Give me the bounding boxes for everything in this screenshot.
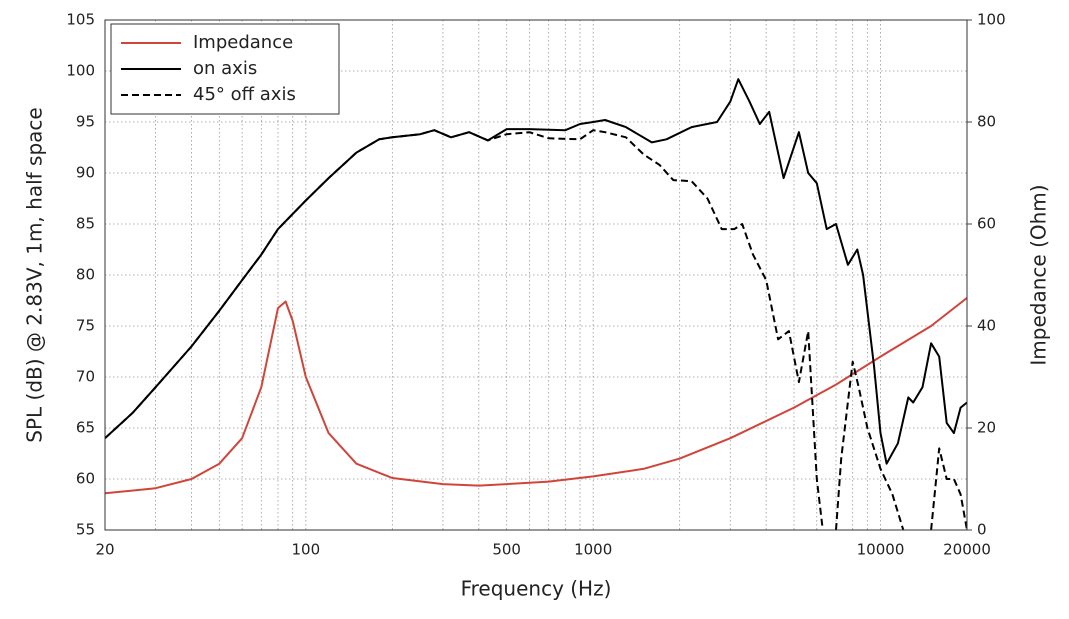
y2-axis-title: Impedance (Ohm) <box>1027 184 1051 365</box>
plot-frame <box>104 19 968 531</box>
y-tick-label: 60 <box>76 470 95 488</box>
x-tick-label: 10000 <box>857 541 905 559</box>
y-tick-label: 70 <box>76 368 95 386</box>
legend-label: 45° off axis <box>193 84 296 105</box>
x-tick-label: 1000 <box>574 541 612 559</box>
y-tick-label: 75 <box>76 317 95 335</box>
y2-tick-label: 40 <box>977 317 996 335</box>
y-tick-label: 85 <box>76 215 95 233</box>
y2-tick-label: 0 <box>977 521 987 539</box>
y2-tick-label: 80 <box>977 113 996 131</box>
y-tick-label: 65 <box>76 419 95 437</box>
legend-label: on axis <box>193 58 257 79</box>
y-tick-label: 55 <box>76 521 95 539</box>
x-tick-label: 20 <box>95 541 114 559</box>
x-axis-title: Frequency (Hz) <box>461 577 612 601</box>
series-line <box>105 129 967 530</box>
y-tick-label: 105 <box>66 11 95 29</box>
series-line <box>105 78 967 465</box>
y2-tick-label: 60 <box>977 215 996 233</box>
y-axis-title: SPL (dB) @ 2.83V, 1m, half space <box>23 107 47 442</box>
y-tick-label: 95 <box>76 113 95 131</box>
y-tick-label: 80 <box>76 266 95 284</box>
x-tick-label: 500 <box>492 541 521 559</box>
y2-tick-label: 20 <box>977 419 996 437</box>
legend-label: Impedance <box>193 32 293 53</box>
x-tick-label: 100 <box>292 541 321 559</box>
y-tick-label: 90 <box>76 164 95 182</box>
series-line <box>105 297 967 495</box>
x-tick-label: 20000 <box>943 541 991 559</box>
y-tick-label: 100 <box>66 62 95 80</box>
y2-tick-label: 100 <box>977 11 1006 29</box>
